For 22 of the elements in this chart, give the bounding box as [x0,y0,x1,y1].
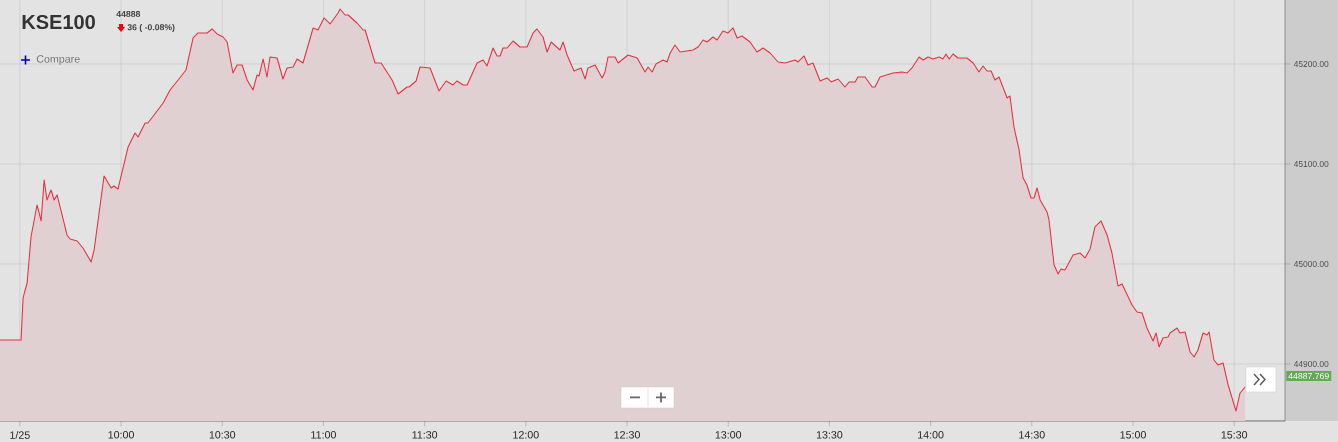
y-tick-label: 45100.00 [1293,161,1329,167]
text: 44888 [116,10,141,18]
y-tick-label: 45200.00 [1293,61,1329,67]
x-tick-label: 1/25 [10,431,30,439]
x-tick-label: 13:30 [816,431,843,439]
y-tick-label: 44900.00 [1293,361,1329,367]
x-tick-label: 13:00 [715,431,742,439]
x-tick-label: 15:00 [1120,431,1146,439]
x-tick-label: 10:00 [108,431,134,439]
annotation: 36 ( -0.08%) [127,23,175,33]
x-tick-label: 12:00 [513,431,539,439]
x-tick-label: 14:30 [1019,431,1045,439]
x-tick-label: 11:00 [311,431,336,439]
text: KSE100 [22,14,95,30]
x-tick-label: 11:30 [412,431,438,439]
x-tick-label: 12:30 [614,431,640,439]
x-tick-label: 14:00 [918,431,944,439]
x-tick-label: 15:30 [1221,431,1248,439]
text: 44887.769 [1288,372,1329,380]
x-tick-label: 10:30 [209,431,236,439]
y-tick-label: 45000.00 [1293,261,1329,267]
annotation: Compare [36,55,80,65]
